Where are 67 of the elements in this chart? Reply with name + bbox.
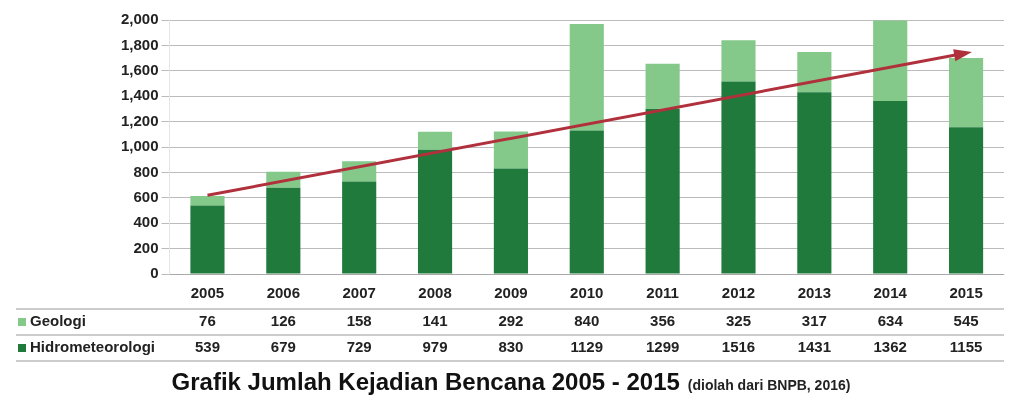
data-label: 325 <box>725 312 751 330</box>
bar <box>342 181 377 274</box>
y-tick-label: 1,000 <box>120 137 159 155</box>
y-tick-label: 2,000 <box>120 10 159 28</box>
y-tick-label: 600 <box>133 187 159 205</box>
text: Grafik Jumlah Kejadian Bencana 2005 - 2015 <box>171 368 680 396</box>
data-label: 539 <box>194 338 220 356</box>
x-tick-label: 2012 <box>721 284 756 302</box>
data-label: 158 <box>346 312 372 330</box>
data-label: 317 <box>801 312 827 330</box>
bar <box>949 127 984 274</box>
bar <box>266 187 301 274</box>
bar <box>417 149 453 274</box>
data-label: 840 <box>574 312 600 330</box>
x-tick-label: 2009 <box>494 284 528 302</box>
y-tick-label: 1,800 <box>120 35 159 53</box>
data-label: 679 <box>270 338 296 356</box>
bar <box>645 109 680 274</box>
data-label: 1129 <box>570 338 604 356</box>
bar <box>721 40 756 82</box>
bar <box>569 130 604 274</box>
legend-label: Hidrometeorologi <box>30 338 156 356</box>
data-label: 634 <box>877 312 904 330</box>
bar <box>190 205 225 274</box>
data-label: 76 <box>199 312 216 330</box>
bar <box>417 131 453 150</box>
bar <box>493 168 528 274</box>
y-tick-label: 200 <box>133 238 159 256</box>
bar <box>797 52 832 93</box>
data-label: 1431 <box>797 338 832 356</box>
x-tick-label: 2008 <box>418 284 452 302</box>
data-label: 729 <box>346 338 372 356</box>
y-tick-label: 1,400 <box>120 86 159 104</box>
bar <box>873 20 908 102</box>
data-label: 545 <box>953 312 979 330</box>
text: (diolah dari BNPB, 2016) <box>687 377 851 393</box>
x-tick-label: 2005 <box>190 284 225 302</box>
y-tick-label: 1,600 <box>120 60 159 78</box>
bar <box>721 81 756 274</box>
x-tick-label: 2011 <box>646 284 679 302</box>
x-tick-label: 2013 <box>797 284 832 302</box>
data-label: 126 <box>270 312 296 330</box>
bar <box>873 101 908 274</box>
data-label: 141 <box>422 312 448 330</box>
bar <box>797 92 832 274</box>
data-label: 830 <box>498 338 524 356</box>
data-label: 1299 <box>645 338 680 356</box>
legend-label: Geologi <box>30 312 86 330</box>
x-tick-label: 2006 <box>266 284 301 302</box>
bar <box>645 63 680 110</box>
x-tick-label: 2015 <box>949 284 983 302</box>
data-label: 292 <box>498 312 524 330</box>
y-tick-label: 1,200 <box>120 111 159 129</box>
y-tick-label: 400 <box>133 213 159 231</box>
data-label: 1362 <box>873 338 907 356</box>
y-tick-label: 800 <box>133 162 159 180</box>
data-label: 1155 <box>949 338 983 356</box>
data-label: 1516 <box>721 338 756 356</box>
x-tick-label: 2007 <box>342 284 376 302</box>
data-label: 356 <box>650 312 676 330</box>
bar <box>190 195 225 206</box>
x-tick-label: 2014 <box>873 284 908 302</box>
data-label: 979 <box>422 338 448 356</box>
x-tick-label: 2010 <box>570 284 604 302</box>
bar <box>569 23 604 131</box>
y-tick-label: 0 <box>150 264 159 282</box>
bar <box>493 131 528 169</box>
